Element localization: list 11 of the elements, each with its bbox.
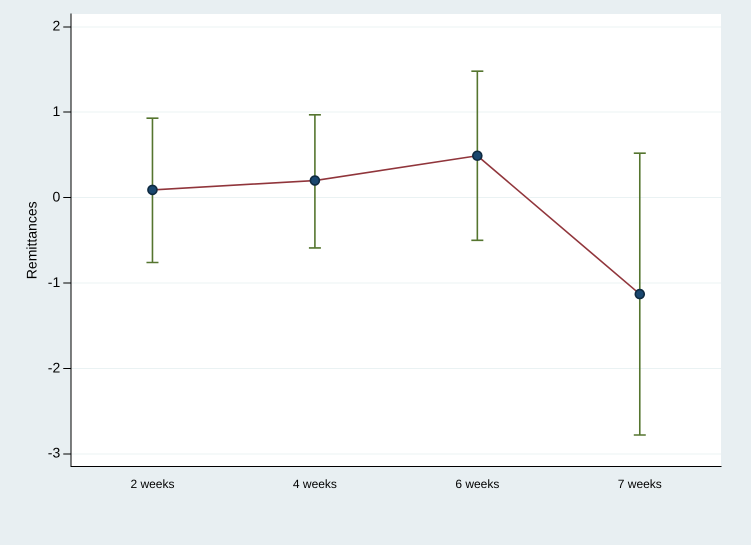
y-tick-label: -1 xyxy=(48,274,60,290)
y-tick-label: -2 xyxy=(48,359,60,376)
y-axis-title: Remittances xyxy=(23,201,40,280)
y-tick-label: 1 xyxy=(52,103,60,120)
y-tick-label: 0 xyxy=(52,188,60,204)
x-tick-label: 7 weeks xyxy=(618,477,662,492)
x-tick-label: 2 weeks xyxy=(130,477,174,492)
x-tick-label: 4 weeks xyxy=(292,477,337,492)
y-tick-label: -3 xyxy=(48,444,60,461)
x-tick-label: 6 weeks xyxy=(455,477,500,492)
y-tick-label: 2 xyxy=(52,18,60,34)
